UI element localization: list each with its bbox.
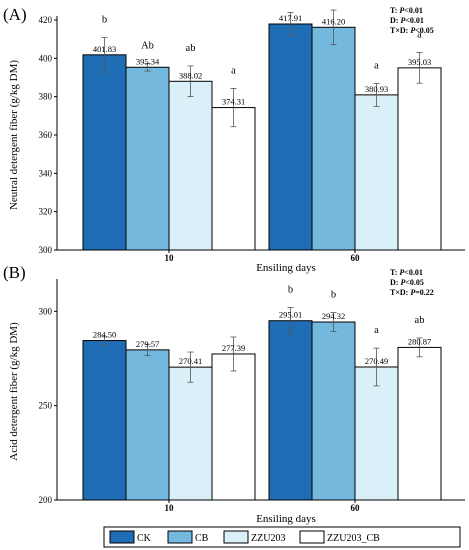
- panel-label: (A): [3, 5, 27, 24]
- x-tick-label: 10: [165, 253, 175, 263]
- chart-panel-a: (A) 300 320 340 360 380 400 420 Neutral detergen…: [3, 0, 465, 274]
- data-label: 395.34: [136, 56, 160, 66]
- y-tick-label: 200: [39, 495, 53, 505]
- bar-ck: [82, 54, 127, 251]
- stats-text: D: P<0.05: [390, 278, 424, 287]
- legend-label: CK: [137, 533, 152, 544]
- x-axis-title: Ensiling days: [256, 262, 316, 274]
- legend-swatch-zzu203-cb: [299, 530, 325, 544]
- y-tick-label: 250: [39, 401, 53, 411]
- y-tick-label: 360: [39, 130, 53, 140]
- x-tick-label: 10: [165, 503, 175, 513]
- stats-text: T: P<0.01: [390, 268, 423, 277]
- bar-cb: [125, 349, 170, 501]
- bar-zzu203: [354, 366, 399, 501]
- bar-zzu203-cb: [397, 346, 442, 501]
- bar-zzu203-cb: [397, 67, 442, 251]
- bar-zzu203: [354, 94, 399, 251]
- y-tick-label: 380: [39, 92, 53, 102]
- data-label: 270.49: [365, 356, 388, 366]
- data-label: 280.87: [408, 336, 431, 346]
- data-label: 270.41: [179, 356, 202, 366]
- chart-panel-b: (B) 200 250 300 Acid detergent fiber (g/kg D…: [3, 263, 465, 525]
- stats-text: T: P<0.01: [390, 6, 423, 15]
- y-tick-label: 340: [39, 168, 53, 178]
- legend-label: ZZU203_CB: [327, 533, 380, 544]
- significance-letter: ab: [186, 43, 196, 54]
- legend-swatch-zzu203: [223, 530, 249, 544]
- y-axis-title: Acid detergent fiber (g/kg DM): [8, 322, 20, 461]
- significance-letter: b: [288, 285, 293, 296]
- data-label: 416.20: [322, 16, 345, 26]
- significance-letter: b: [102, 15, 107, 26]
- y-tick-label: 400: [39, 53, 53, 63]
- panel-label: (B): [3, 263, 26, 282]
- x-axis-title: Ensiling days: [256, 513, 316, 525]
- stats-text: T×D: P<0.05: [390, 26, 434, 35]
- significance-letter: ab: [415, 315, 425, 326]
- bar-zzu203-cb: [211, 107, 256, 251]
- data-label: 388.02: [179, 70, 202, 80]
- legend-swatch-cb: [167, 530, 193, 544]
- bar-ck: [82, 340, 127, 501]
- bar-cb: [125, 66, 170, 251]
- significance-letter: b: [288, 0, 293, 1]
- y-axis-title: Neutral detergent fiber (g/kg DM): [8, 60, 20, 210]
- significance-letter: a: [374, 60, 379, 71]
- bar-zzu203-cb: [211, 353, 256, 501]
- significance-letter: a: [374, 325, 379, 336]
- data-label: 284.50: [93, 330, 116, 340]
- data-label: 401.83: [93, 44, 116, 54]
- bar-cb: [311, 26, 356, 251]
- y-tick-label: 300: [39, 245, 53, 255]
- stats-text: D: P<0.01: [390, 16, 424, 25]
- y-tick-label: 320: [39, 207, 53, 217]
- significance-letter: a: [417, 30, 422, 41]
- significance-letter: Ab: [141, 40, 154, 51]
- legend-label: CB: [195, 533, 209, 544]
- significance-letter: b: [331, 290, 336, 301]
- bar-ck: [268, 23, 313, 251]
- y-tick-label: 420: [39, 15, 53, 25]
- data-label: 279.57: [136, 339, 159, 349]
- bar-zzu203: [168, 80, 213, 251]
- data-label: 374.31: [222, 97, 245, 107]
- stats-text: T×D: P=0.22: [390, 288, 434, 297]
- y-tick-label: 300: [39, 306, 53, 316]
- data-label: 380.93: [365, 84, 388, 94]
- legend-label: ZZU203: [251, 533, 285, 544]
- data-label: 294.32: [322, 311, 345, 321]
- significance-letter: a: [231, 65, 236, 76]
- bar-cb: [311, 321, 356, 501]
- x-tick-label: 60: [351, 503, 361, 513]
- data-label: 417.91: [279, 13, 302, 23]
- legend: CK CB ZZU203 ZZU203_CB: [103, 526, 461, 548]
- legend-box: [103, 526, 461, 548]
- bar-zzu203: [168, 366, 213, 501]
- data-label: 295.01: [279, 310, 302, 320]
- x-tick-label: 60: [351, 253, 361, 263]
- data-label: 277.39: [222, 343, 245, 353]
- legend-swatch-ck: [109, 530, 135, 544]
- bar-ck: [268, 320, 313, 501]
- data-label: 395.03: [408, 57, 431, 67]
